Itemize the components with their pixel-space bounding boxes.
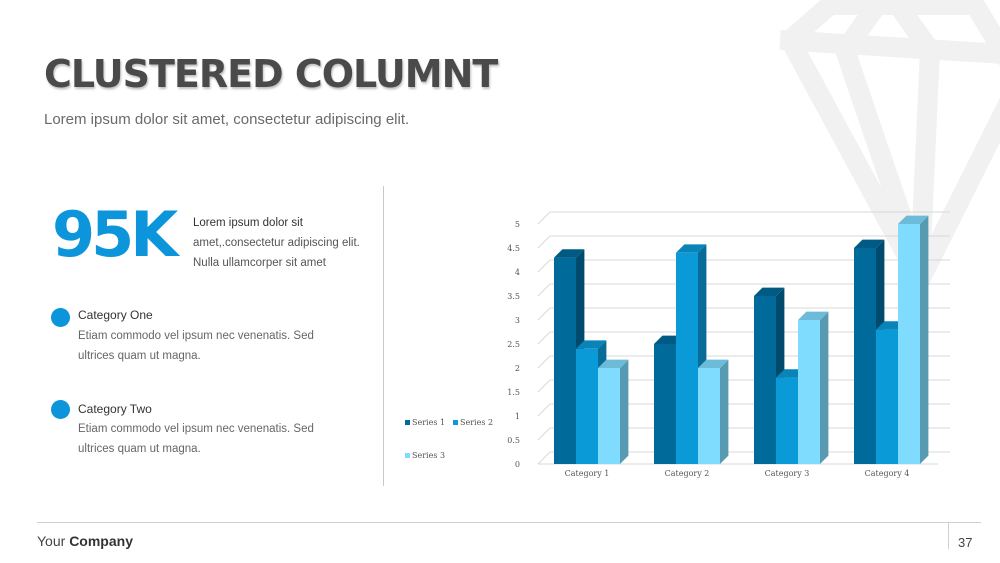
bar-side [920, 215, 929, 464]
x-tick-label: Category 1 [565, 469, 610, 478]
bar [676, 252, 698, 464]
footer-prefix: Your [37, 533, 66, 549]
stat-value: 95K [52, 198, 178, 271]
bar [554, 257, 576, 464]
legend-label: Series 2 [460, 418, 493, 427]
gridline [537, 211, 551, 225]
category-two-title: Category Two [78, 402, 152, 416]
y-tick-label: 1 [515, 412, 520, 421]
gridline [537, 235, 551, 249]
y-tick-label: 4.5 [507, 244, 520, 253]
page-title: CLUSTERED COLUMNT [44, 52, 498, 96]
page-subtitle: Lorem ipsum dolor sit amet, consectetur … [44, 111, 410, 128]
bar [576, 348, 598, 464]
footer-company: Your Company [37, 533, 133, 549]
category-one-description: Etiam commodo vel ipsum nec venenatis. S… [78, 326, 328, 366]
legend-swatch [405, 453, 410, 458]
gridline [537, 451, 551, 465]
bar [698, 368, 720, 464]
y-tick-label: 3.5 [507, 292, 520, 301]
bar [876, 329, 898, 464]
gridline [537, 427, 551, 441]
category-description-line: Etiam commodo vel ipsum nec venenatis. S… [78, 330, 314, 342]
category-description-line: ultrices quam ut magna. [78, 350, 201, 362]
category-two-description: Etiam commodo vel ipsum nec venenatis. S… [78, 419, 328, 459]
circle-bullet-icon [51, 308, 70, 327]
stat-description-line: Lorem ipsum dolor sit [193, 217, 303, 229]
x-tick-label: Category 2 [665, 469, 710, 478]
legend-swatch [453, 420, 458, 425]
stat-description-line: amet,.consectetur adipiscing elit. [193, 237, 360, 249]
gridline [537, 379, 551, 393]
vertical-divider [383, 186, 384, 486]
bar [798, 320, 820, 464]
category-one-title: Category One [78, 308, 153, 322]
bar-top [798, 311, 829, 320]
clustered-column-chart: 0 0.5 1 1.5 2 2.5 3 3.5 4 4.5 5 Category 1 Category … [405, 211, 950, 478]
y-tick-label: 0.5 [507, 436, 520, 445]
footer-divider [37, 522, 981, 523]
bar [854, 248, 876, 464]
bar [898, 224, 920, 464]
gridline [537, 307, 551, 321]
bar-top [676, 244, 707, 253]
bar-side [720, 359, 729, 464]
category-description-line: ultrices quam ut magna. [78, 443, 201, 455]
gridline [537, 355, 551, 369]
circle-bullet-icon [51, 400, 70, 419]
legend-swatch [405, 420, 410, 425]
stat-description: Lorem ipsum dolor sit amet,.consectetur … [193, 213, 373, 273]
gridline [537, 331, 551, 345]
bar-top [898, 215, 929, 224]
y-tick-label: 1.5 [507, 388, 520, 397]
y-tick-label: 0 [515, 460, 520, 469]
y-tick-label: 3 [515, 316, 520, 325]
page-number: 37 [958, 535, 973, 550]
gridline [537, 283, 551, 297]
bar [654, 344, 676, 464]
y-tick-label: 4 [515, 268, 520, 277]
x-tick-label: Category 3 [765, 469, 810, 478]
bar [598, 368, 620, 464]
y-tick-label: 2.5 [507, 340, 520, 349]
bar-side [820, 311, 829, 464]
bar-top [854, 239, 885, 248]
bar [776, 377, 798, 464]
footer-separator [948, 522, 949, 549]
y-tick-label: 2 [515, 364, 520, 373]
footer-company-name: Company [69, 533, 133, 549]
gridline [537, 259, 551, 273]
bar-top [698, 359, 729, 368]
y-tick-label: 5 [515, 220, 520, 229]
bar-top [576, 340, 607, 349]
bar [754, 296, 776, 464]
bar-top [754, 287, 785, 296]
x-tick-label: Category 4 [865, 469, 910, 478]
stat-description-line: Nulla ullamcorper sit amet [193, 257, 326, 269]
category-description-line: Etiam commodo vel ipsum nec venenatis. S… [78, 423, 314, 435]
gridline [537, 403, 551, 417]
legend-label: Series 3 [412, 451, 445, 460]
legend-label: Series 1 [412, 418, 445, 427]
bar-side [620, 359, 629, 464]
bar-top [554, 249, 585, 258]
bar-top [598, 359, 629, 368]
